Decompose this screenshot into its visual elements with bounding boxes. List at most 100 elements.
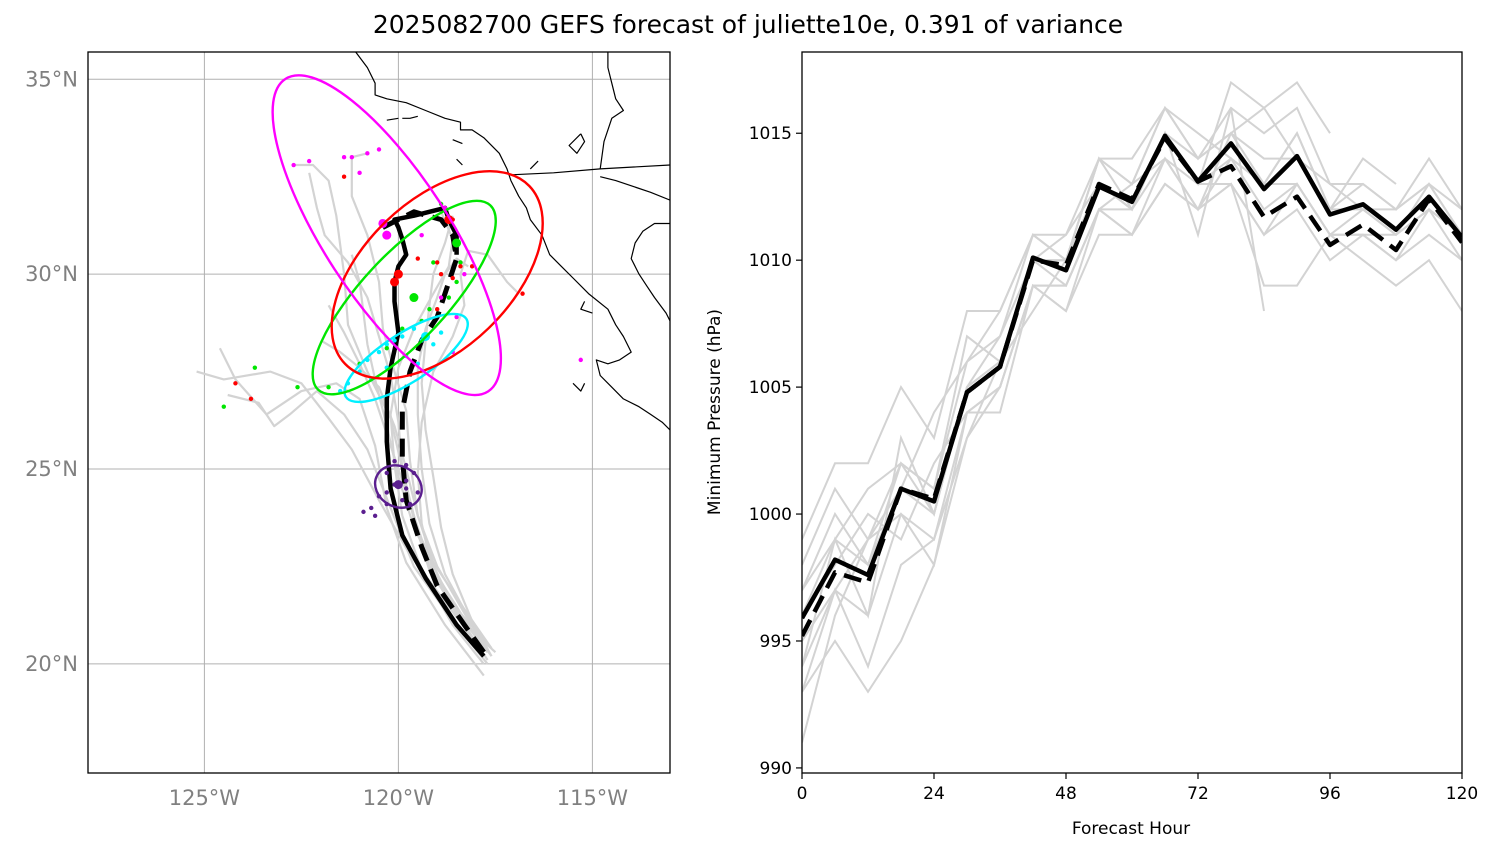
member-position-dot xyxy=(291,162,296,168)
figure-title: 2025082700 GEFS forecast of juliette10e,… xyxy=(372,10,1124,39)
coastline xyxy=(386,117,399,121)
member-position-dot xyxy=(252,365,258,370)
y-tick-label: 1010 xyxy=(749,251,792,271)
coastline xyxy=(600,176,670,201)
member-position-dot xyxy=(431,260,436,265)
coastline xyxy=(580,301,593,314)
spread-ellipses xyxy=(271,74,544,509)
member-position-dot xyxy=(384,490,389,495)
mean-position-dot xyxy=(390,277,400,287)
member-track xyxy=(218,347,485,677)
member-position-dot xyxy=(415,490,420,495)
member-position-dot xyxy=(438,271,444,277)
member-pressure-line xyxy=(802,157,1462,591)
member-tracks xyxy=(196,152,520,677)
coastline xyxy=(630,222,670,322)
coastline xyxy=(510,164,670,176)
member-track xyxy=(227,390,489,665)
member-position-dot xyxy=(384,345,389,351)
member-position-dot xyxy=(357,170,362,176)
map-content xyxy=(196,52,670,677)
member-pressure-line xyxy=(802,157,1462,642)
coastline xyxy=(572,382,586,392)
spread-ellipse xyxy=(271,74,503,397)
member-position-dot xyxy=(341,155,347,160)
member-position-dot xyxy=(415,256,420,261)
coastline xyxy=(402,115,418,119)
spread-ellipse xyxy=(343,312,469,404)
map-gridlines xyxy=(88,52,670,773)
member-position-dot xyxy=(376,147,382,152)
y-tick-label: 1000 xyxy=(749,505,792,525)
member-position-dot xyxy=(392,338,397,343)
member-position-dot xyxy=(454,314,459,320)
main-pressure-lines xyxy=(802,133,1462,637)
member-position-dot xyxy=(419,232,424,238)
lat-tick-label: 30°N xyxy=(25,262,78,286)
member-position-dot xyxy=(349,155,355,160)
member-position-dot xyxy=(295,384,300,390)
member-track xyxy=(420,215,493,657)
x-tick-label: 120 xyxy=(1446,784,1478,804)
lat-tick-label: 20°N xyxy=(25,652,78,676)
member-position-dot xyxy=(450,275,455,281)
map-frame xyxy=(87,51,671,774)
pressure-chart-panel: 0 24 48 72 96 120 990 995 1000 1005 1010 1015 Forec… xyxy=(705,51,1478,839)
chart-content xyxy=(802,80,1462,743)
member-position-dot xyxy=(326,384,331,390)
member-position-dot xyxy=(469,264,475,269)
position-dots xyxy=(221,147,583,518)
x-axis-label: Forecast Hour xyxy=(1072,819,1190,839)
member-pressure-line xyxy=(802,106,1462,540)
control-pressure-line xyxy=(802,136,1462,637)
spread-ellipse xyxy=(330,170,544,380)
coastline xyxy=(529,160,539,170)
member-track xyxy=(293,163,493,650)
member-position-dot xyxy=(578,357,583,363)
member-position-dot xyxy=(306,158,312,164)
member-pressure-line xyxy=(802,80,1331,591)
member-position-dot xyxy=(400,334,405,339)
y-tick-label: 1005 xyxy=(749,378,792,398)
track-map-panel: 125°W 120°W 115°W 20°N 25°N 30°N 35°N xyxy=(25,51,671,810)
member-position-dot xyxy=(221,404,226,409)
member-position-dot xyxy=(365,151,370,156)
member-pressure-line xyxy=(802,131,1462,616)
x-tick-label: 0 xyxy=(797,784,808,804)
member-position-dot xyxy=(384,470,389,476)
member-position-dot xyxy=(400,497,405,503)
member-pressure-lines xyxy=(802,80,1462,743)
chart-frame xyxy=(801,51,1463,774)
mean-position-dot xyxy=(382,230,392,240)
coastline xyxy=(568,133,586,154)
lon-tick-label: 125°W xyxy=(169,786,241,810)
member-position-dot xyxy=(392,459,397,464)
spread-ellipse xyxy=(311,199,497,396)
member-position-dot xyxy=(411,326,417,331)
member-position-dot xyxy=(438,330,444,335)
member-position-dot xyxy=(462,271,467,277)
y-tick-label: 1015 xyxy=(749,124,792,144)
spread-ellipse xyxy=(373,464,423,509)
mean-position-dot xyxy=(452,238,462,248)
mean-position-dot xyxy=(409,293,419,303)
lon-tick-label: 120°W xyxy=(363,786,435,810)
member-position-dot xyxy=(458,264,463,269)
member-position-dot xyxy=(458,260,463,265)
member-position-dot xyxy=(361,509,366,515)
mean-position-dot xyxy=(393,480,403,490)
member-position-dot xyxy=(520,291,525,296)
y-tick-label: 990 xyxy=(760,759,792,779)
member-track xyxy=(416,249,520,657)
coastline xyxy=(599,52,625,169)
x-tick-label: 24 xyxy=(923,784,945,804)
mean-position-dot xyxy=(393,269,403,279)
member-position-dot xyxy=(376,349,382,355)
member-position-dot xyxy=(454,279,459,285)
member-position-dot xyxy=(435,307,440,312)
coastline xyxy=(452,139,463,145)
member-position-dot xyxy=(369,505,374,511)
lat-tick-label: 25°N xyxy=(25,457,78,481)
member-position-dot xyxy=(431,342,436,347)
